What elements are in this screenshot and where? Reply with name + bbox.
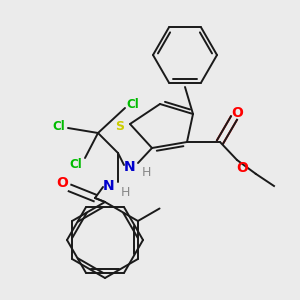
Text: H: H	[120, 185, 130, 199]
Text: Cl: Cl	[127, 98, 140, 112]
Text: H: H	[141, 167, 151, 179]
Text: S: S	[116, 119, 124, 133]
Text: Cl: Cl	[70, 158, 83, 172]
Text: O: O	[231, 106, 243, 120]
Text: O: O	[56, 176, 68, 190]
Text: N: N	[103, 179, 115, 193]
Text: N: N	[124, 160, 136, 174]
Text: O: O	[236, 161, 248, 175]
Text: Cl: Cl	[52, 119, 65, 133]
